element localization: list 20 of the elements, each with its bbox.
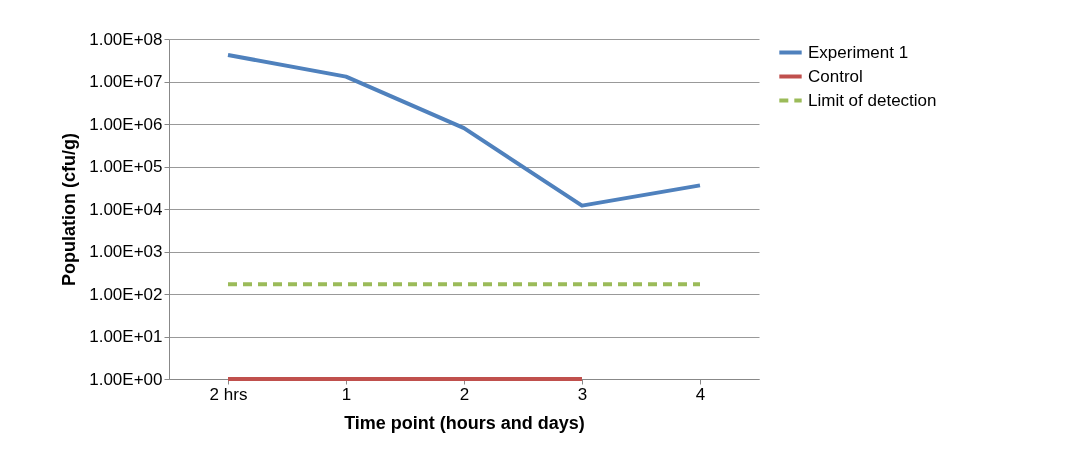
x-tick-label: 1	[341, 384, 352, 404]
y-tick-label: 1.00E+08	[89, 29, 163, 49]
x-tick-label: 3	[577, 384, 588, 404]
line-series	[226, 53, 702, 208]
x-tick-label: 2 hrs	[209, 384, 248, 404]
y-tick-label: 1.00E+02	[89, 284, 163, 304]
legend-label: Limit of detection	[808, 90, 937, 110]
legend-label: Experiment 1	[808, 42, 909, 62]
y-tick-label: 1.00E+05	[89, 157, 163, 176]
y-axis-title: Population (cfu/g)	[59, 133, 80, 286]
x-tick-label: 4	[695, 384, 706, 404]
y-tick-label: 1.00E+07	[89, 72, 163, 91]
x-axis-title: Time point (hours and days)	[344, 412, 585, 433]
y-tick-label: 1.00E+04	[89, 199, 163, 219]
y-tick-label: 1.00E+06	[89, 114, 163, 134]
legend-label: Control	[808, 66, 863, 86]
x-tick-label: 2	[459, 384, 470, 404]
y-tick-label: 1.00E+01	[89, 327, 163, 346]
y-tick-label: 1.00E+00	[89, 369, 163, 389]
y-tick-label: 1.00E+03	[89, 242, 163, 261]
